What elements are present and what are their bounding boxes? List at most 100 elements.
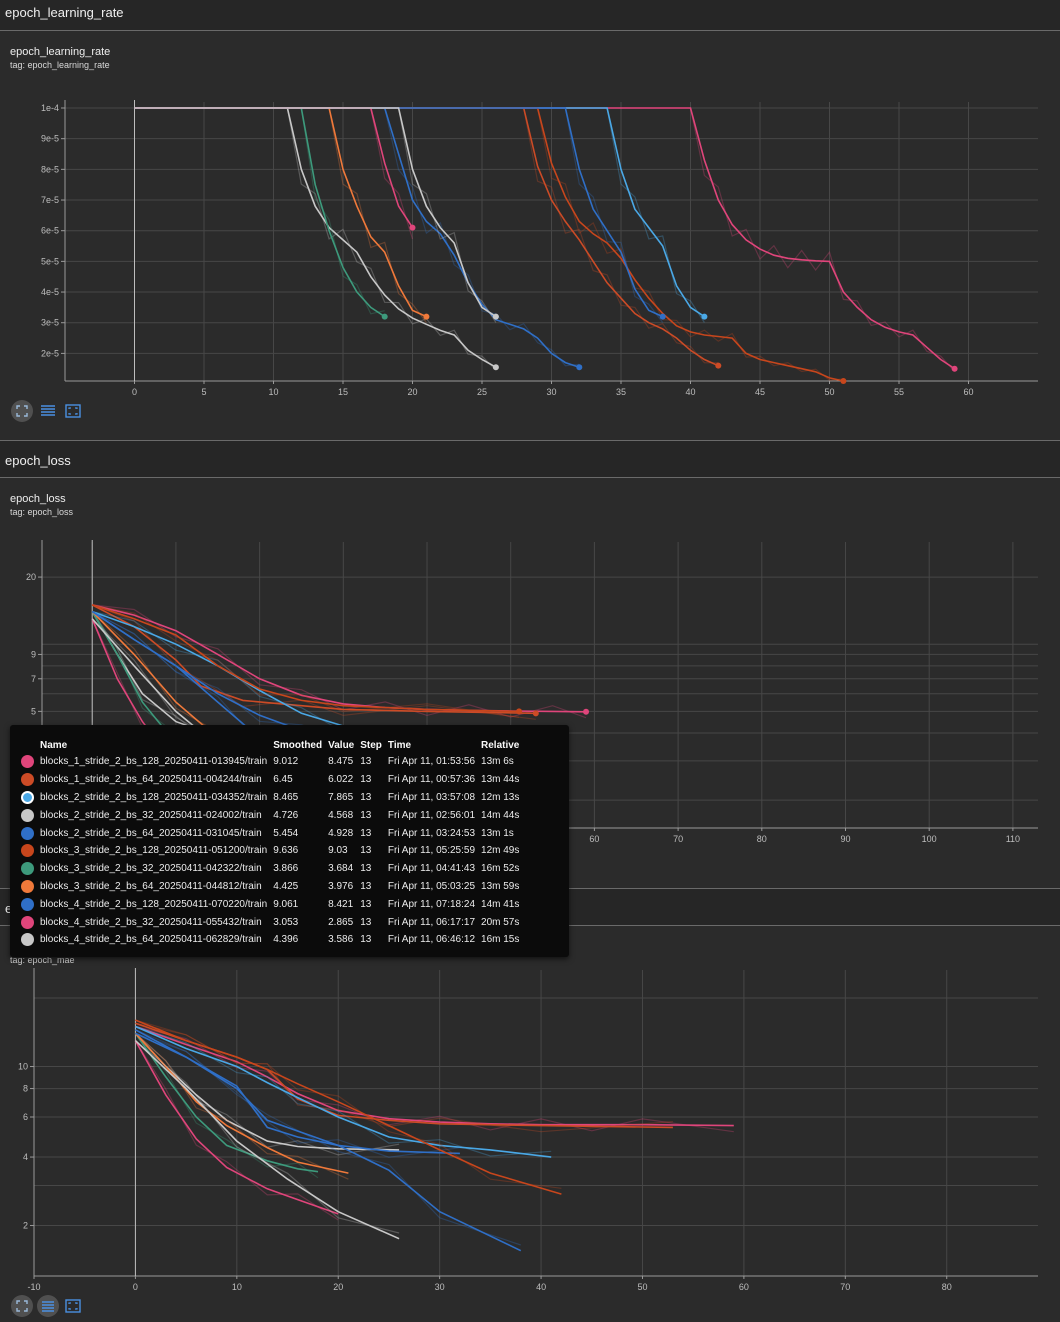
tooltip-run-name: blocks_3_stride_2_bs_32_20250411-042322/… bbox=[40, 863, 262, 875]
fit-domain-button[interactable] bbox=[11, 400, 33, 422]
series-line bbox=[134, 1032, 349, 1174]
tooltip-swatch-cell bbox=[18, 824, 37, 842]
tooltip-run-name: blocks_3_stride_2_bs_64_20250411-044812/… bbox=[40, 880, 262, 892]
fit-data-button-mae[interactable] bbox=[62, 1295, 84, 1317]
fit-data-button[interactable] bbox=[62, 400, 84, 422]
tooltip-value: 8.475 bbox=[328, 756, 354, 768]
tooltip-run-name: blocks_4_stride_2_bs_32_20250411-055432/… bbox=[40, 916, 262, 928]
tooltip-relative: 13m 6s bbox=[481, 756, 514, 768]
tooltip-swatch-cell bbox=[18, 806, 37, 824]
section-header-mae-label: e bbox=[5, 901, 13, 916]
x-tick-label: 10 bbox=[232, 1282, 242, 1292]
fit-domain-icon bbox=[11, 1295, 33, 1317]
x-tick-label: -10 bbox=[27, 1282, 40, 1292]
y-tick-label: 2e-5 bbox=[41, 348, 59, 358]
tooltip-value: 4.568 bbox=[328, 809, 354, 821]
y-tick-label: 7e-5 bbox=[41, 195, 59, 205]
x-tick-label: 80 bbox=[942, 1282, 952, 1292]
tooltip-step: 13 bbox=[360, 916, 372, 928]
toggle-log-button[interactable] bbox=[37, 400, 59, 422]
series-line bbox=[135, 1019, 562, 1195]
tooltip-time: Fri Apr 11, 02:56:01 bbox=[387, 809, 476, 821]
run-color-swatch bbox=[21, 773, 34, 787]
run-color-swatch bbox=[21, 879, 34, 893]
series-line bbox=[134, 107, 664, 318]
card-title-lr: epoch_learning_rate bbox=[10, 46, 111, 58]
tooltip-relative: 12m 13s bbox=[481, 791, 520, 803]
series-raw-line bbox=[134, 1032, 349, 1180]
tooltip-time: Fri Apr 11, 07:18:24 bbox=[387, 898, 476, 910]
tooltip-step: 13 bbox=[360, 791, 372, 803]
tooltip-value: 7.865 bbox=[328, 791, 354, 803]
tooltip-swatch-cell bbox=[18, 895, 37, 913]
chart-lr[interactable]: 0 5 10 15 20 25 30 35 40 45 50 55 60 1e-4 9e-5 8e-5 7e-5… bbox=[0, 72, 1060, 402]
tooltip-relative: 14m 41s bbox=[481, 898, 520, 910]
y-tick-label: 9 bbox=[31, 649, 36, 659]
tooltip-row: blocks_2_stride_2_bs_128_20250411-034352… bbox=[18, 789, 522, 807]
tooltip-value: 3.586 bbox=[328, 934, 354, 946]
tooltip-row: blocks_1_stride_2_bs_64_20250411-004244/… bbox=[18, 771, 522, 789]
chart-mae[interactable]: -10 0 10 20 30 40 50 60 70 80 10 8 6 4 2 bbox=[0, 968, 1060, 1308]
x-tick-label: 70 bbox=[673, 834, 683, 844]
series-line bbox=[134, 107, 956, 370]
fit-data-icon bbox=[65, 404, 81, 418]
series-line bbox=[134, 107, 427, 318]
tooltip-step: 13 bbox=[360, 880, 372, 892]
tooltip-step: 13 bbox=[360, 934, 372, 946]
tooltip-run-name: blocks_3_stride_2_bs_128_20250411-051200… bbox=[40, 845, 268, 857]
tooltip-row: blocks_4_stride_2_bs_128_20250411-070220… bbox=[18, 895, 522, 913]
x-tick-label: 60 bbox=[963, 387, 973, 397]
y-tick-label: 7 bbox=[31, 674, 36, 684]
tooltip-smoothed: 9.061 bbox=[273, 898, 299, 910]
tooltip-step: 13 bbox=[360, 863, 372, 875]
section-header-loss[interactable]: epoch_loss bbox=[0, 440, 1060, 478]
x-tick-label: 20 bbox=[407, 387, 417, 397]
tooltip-step: 13 bbox=[360, 756, 372, 768]
series-end-marker bbox=[423, 313, 430, 320]
tooltip-row: blocks_4_stride_2_bs_32_20250411-055432/… bbox=[18, 913, 522, 931]
x-tick-label: 10 bbox=[268, 387, 278, 397]
series-end-marker bbox=[532, 710, 539, 717]
tooltip-run-name: blocks_2_stride_2_bs_128_20250411-034352… bbox=[40, 791, 268, 803]
series-line bbox=[134, 107, 844, 382]
y-tick-label: 4 bbox=[23, 1152, 28, 1162]
tooltip-table: Name Smoothed Value Step Time Relative b… bbox=[18, 738, 522, 949]
y-tick-label: 3e-5 bbox=[41, 318, 59, 328]
tooltip-relative: 20m 57s bbox=[481, 916, 520, 928]
toggle-log-button-mae[interactable] bbox=[37, 1295, 59, 1317]
tooltip-run-name: blocks_2_stride_2_bs_64_20250411-031045/… bbox=[40, 827, 262, 839]
tooltip-run-name: blocks_1_stride_2_bs_64_20250411-004244/… bbox=[40, 774, 262, 786]
tooltip-value: 6.022 bbox=[328, 774, 354, 786]
series-line bbox=[135, 1025, 734, 1127]
x-tick-label: 100 bbox=[922, 834, 937, 844]
tooltip-col-smoothed: Smoothed bbox=[273, 740, 323, 751]
tooltip-time: Fri Apr 11, 05:03:25 bbox=[387, 880, 476, 892]
tooltip-swatch-cell bbox=[18, 753, 37, 771]
tooltip-relative: 13m 59s bbox=[481, 880, 520, 892]
y-tick-label: 1e-4 bbox=[41, 103, 59, 113]
fit-data-icon bbox=[65, 1299, 81, 1313]
run-color-swatch bbox=[21, 844, 34, 858]
y-tick-label: 9e-5 bbox=[41, 134, 59, 144]
series-line bbox=[134, 1032, 319, 1173]
tooltip-step: 13 bbox=[360, 898, 372, 910]
fit-domain-button-mae[interactable] bbox=[11, 1295, 33, 1317]
tooltip-time: Fri Apr 11, 01:53:56 bbox=[387, 756, 476, 768]
series-line bbox=[91, 611, 310, 739]
x-tick-label: 70 bbox=[840, 1282, 850, 1292]
run-color-swatch bbox=[21, 826, 34, 840]
series-line bbox=[134, 107, 719, 367]
tooltip-col-step: Step bbox=[360, 740, 382, 751]
tooltip-header-row: Name Smoothed Value Step Time Relative bbox=[18, 738, 522, 753]
tooltip-smoothed: 3.866 bbox=[273, 863, 299, 875]
tooltip-step: 13 bbox=[360, 809, 372, 821]
tooltip-time: Fri Apr 11, 04:41:43 bbox=[387, 863, 476, 875]
series-line bbox=[91, 604, 536, 715]
section-header-lr[interactable]: epoch_learning_rate bbox=[0, 0, 1060, 31]
series-raw-line bbox=[134, 107, 427, 323]
series-end-marker bbox=[583, 708, 590, 715]
run-color-swatch bbox=[21, 755, 34, 769]
toggle-log-icon bbox=[41, 405, 55, 416]
run-color-swatch bbox=[21, 897, 34, 911]
tooltip-value: 8.421 bbox=[328, 898, 354, 910]
